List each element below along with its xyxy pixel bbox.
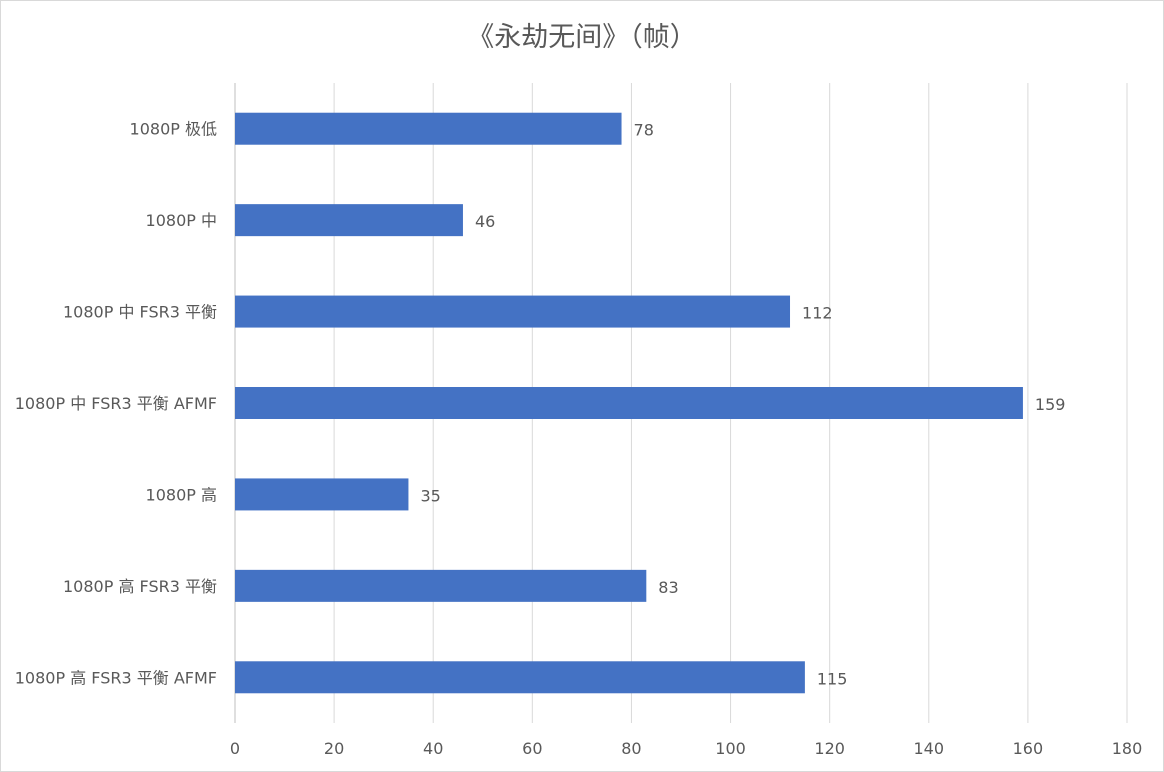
bars — [235, 112, 1023, 694]
category-label: 1080P 中 FSR3 平衡 AFMF — [15, 394, 217, 413]
data-label: 35 — [420, 486, 440, 505]
x-tick-label: 120 — [814, 739, 845, 758]
x-tick-label: 140 — [914, 739, 945, 758]
x-tick-label: 180 — [1112, 739, 1143, 758]
category-label: 1080P 高 — [146, 485, 217, 504]
category-label: 1080P 高 FSR3 平衡 — [63, 577, 217, 596]
category-label: 1080P 极低 — [130, 120, 217, 139]
data-label: 83 — [658, 578, 678, 597]
x-tick-label: 80 — [621, 739, 641, 758]
x-tick-label: 160 — [1013, 739, 1044, 758]
data-label: 112 — [802, 304, 833, 323]
x-tick-label: 60 — [522, 739, 542, 758]
bar-0 — [235, 112, 622, 145]
data-label: 78 — [634, 121, 654, 140]
x-tick-label: 100 — [715, 739, 746, 758]
category-label: 1080P 中 FSR3 平衡 — [63, 303, 217, 322]
labels: 0 20 40 60 80 100 120 140 160 180 1080P 极低 78 1080P … — [15, 120, 1143, 758]
x-tick-label: 0 — [230, 739, 240, 758]
data-label: 115 — [817, 669, 848, 688]
category-label: 1080P 高 FSR3 平衡 AFMF — [15, 668, 217, 687]
bar-5 — [235, 569, 647, 602]
bar-6 — [235, 661, 805, 694]
bar-3 — [235, 387, 1023, 419]
bar-1 — [235, 204, 463, 237]
x-tick-label: 40 — [423, 739, 443, 758]
x-tick-label: 20 — [324, 739, 344, 758]
data-label: 46 — [475, 212, 495, 231]
chart-title: 《永劫无间》（帧） — [467, 22, 697, 53]
category-label: 1080P 中 — [146, 211, 217, 230]
bar-2 — [235, 295, 791, 328]
bar-4 — [235, 478, 409, 511]
data-label: 159 — [1035, 395, 1066, 414]
